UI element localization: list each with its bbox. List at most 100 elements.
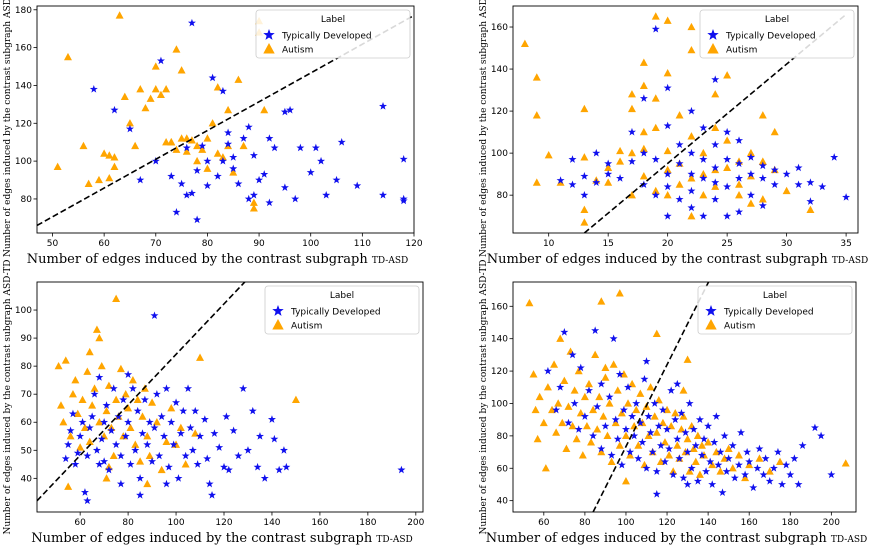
td-point (80, 488, 89, 496)
td-point (131, 446, 140, 454)
td-point (619, 405, 628, 414)
legend: Label Typically Developed Autism (699, 9, 855, 59)
td-point (673, 379, 682, 388)
x-axis-label-suffix: TD-ASD (831, 535, 867, 545)
autism-point (723, 163, 732, 171)
y-tick-label: 120 (15, 119, 32, 129)
legend-entry-label: Typically Developed (281, 32, 372, 42)
x-tick-label: 100 (617, 518, 634, 528)
autism-point (675, 111, 684, 119)
td-point (640, 374, 649, 383)
legend-triangle-icon (707, 43, 719, 54)
td-point (121, 432, 130, 440)
autism-point (54, 361, 63, 370)
autism-point (616, 146, 625, 155)
td-point (675, 140, 684, 149)
autism-point (548, 405, 557, 414)
legend: Label Typically Developed Autism (697, 285, 853, 335)
td-point (280, 183, 289, 191)
y-tick-label: 100 (15, 157, 32, 167)
autism-point (71, 375, 80, 384)
legend-entry-label: Autism (291, 322, 322, 332)
autism-point (593, 425, 602, 433)
autism-point (758, 195, 767, 203)
x-tick-label: 180 (782, 518, 799, 528)
legend-triangle-icon (272, 319, 284, 330)
autism-point (146, 94, 155, 102)
td-point (706, 457, 715, 466)
td-point (652, 467, 661, 475)
td-point (182, 190, 191, 199)
td-point (613, 434, 622, 443)
autism-point (687, 132, 696, 140)
td-point (215, 443, 224, 451)
td-point (138, 429, 147, 437)
x-tick-label: 20 (662, 239, 674, 249)
td-point (164, 462, 173, 471)
y-tick-label: 100 (15, 306, 32, 316)
td-point (675, 159, 684, 168)
autism-point (599, 412, 608, 420)
td-point (651, 24, 660, 33)
y-tick-label: 140 (15, 81, 32, 91)
td-point (601, 421, 610, 430)
autism-point (162, 138, 171, 146)
y-tick-label: 60 (497, 464, 509, 474)
td-point (229, 164, 238, 173)
autism-point (679, 386, 688, 394)
td-point (203, 181, 212, 190)
td-point (270, 143, 279, 152)
td-point (203, 156, 212, 165)
autism-point (663, 146, 672, 155)
x-axis-label: Number of edges induced by the contrast … (27, 252, 408, 267)
x-tick-label: 140 (263, 518, 280, 528)
legend-entry-label: Typically Developed (723, 308, 814, 318)
td-point (639, 94, 648, 102)
autism-point (712, 447, 721, 456)
td-point (205, 479, 214, 488)
autism-point (746, 199, 755, 207)
autism-point (695, 470, 704, 478)
td-point (186, 423, 195, 432)
td-point (95, 460, 104, 468)
autism-point (182, 134, 191, 142)
td-point (78, 418, 87, 426)
td-point (636, 418, 645, 427)
td-point (570, 399, 579, 407)
autism-point (711, 182, 720, 190)
autism-point (110, 153, 119, 161)
autism-point (172, 145, 181, 153)
td-point (224, 139, 233, 148)
legend-box (255, 9, 411, 59)
td-point (665, 444, 674, 453)
autism-point (126, 423, 135, 432)
autism-point (156, 90, 165, 99)
td-point (745, 457, 754, 466)
td-point (196, 432, 205, 440)
autism-point (177, 134, 186, 142)
autism-point (556, 334, 565, 342)
td-point (654, 421, 663, 430)
autism-point (125, 119, 134, 127)
td-point (723, 127, 732, 136)
td-point (83, 451, 92, 460)
legend-box (264, 285, 420, 335)
x-axis-label-suffix: TD-ASD (376, 535, 412, 545)
legend: Label Typically Developed Autism (255, 9, 411, 59)
td-point (208, 73, 217, 82)
y-tick-label: 120 (491, 367, 508, 377)
autism-point (597, 447, 606, 456)
autism-point (741, 473, 750, 482)
autism-point (699, 190, 708, 199)
autism-point (249, 198, 258, 206)
td-point (234, 179, 243, 188)
autism-point (651, 12, 660, 20)
legend-star-icon (263, 29, 275, 40)
autism-point (138, 412, 147, 420)
autism-point (652, 428, 661, 436)
td-point (124, 418, 133, 426)
x-tick-label: 120 (405, 239, 422, 249)
td-point (769, 464, 778, 472)
autism-point (746, 148, 755, 157)
autism-point (758, 111, 767, 119)
